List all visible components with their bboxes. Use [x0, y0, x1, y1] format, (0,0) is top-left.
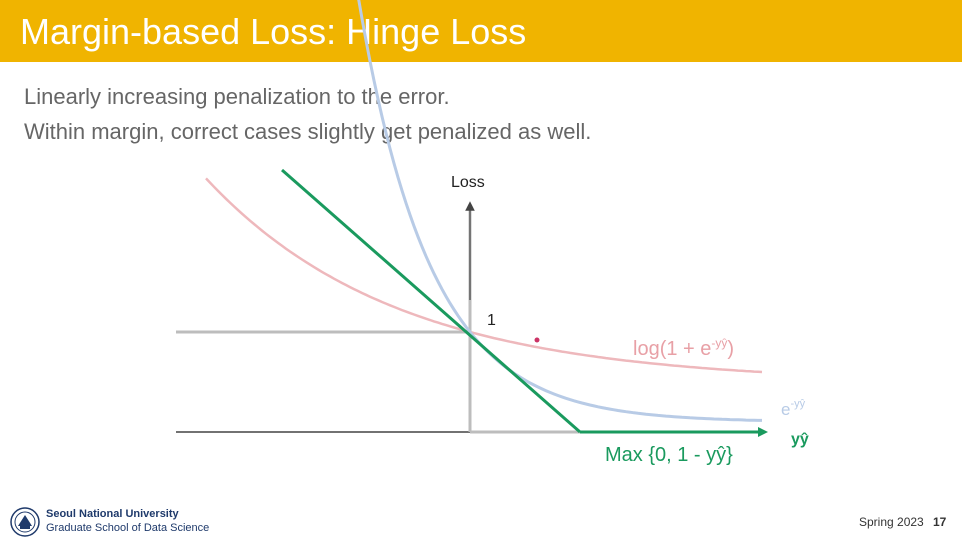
logistic-label-close: ) [727, 338, 734, 360]
school-name: Graduate School of Data Science [46, 522, 210, 534]
bullet-margin-penalty: Within margin, correct cases slightly ge… [24, 119, 592, 144]
y-axis-label: Loss [451, 174, 485, 191]
exponential-label-main: e [781, 400, 790, 419]
hinge-loss-linear-segment [281, 168, 581, 434]
logistic-label-main: log(1 + e [633, 338, 711, 360]
page-number: 17 [933, 515, 947, 529]
exponential-loss-curve [357, 0, 762, 422]
x-axis-arrowhead [758, 427, 768, 437]
exponential-loss-label: e-yŷ [781, 398, 806, 419]
logistic-label-superscript: -yŷ [711, 336, 727, 350]
university-emblem-icon [10, 507, 40, 537]
hinge-loss-label: Max {0, 1 - yŷ} [605, 444, 733, 466]
title-bar [0, 0, 962, 62]
term-label: Spring 2023 [859, 515, 924, 529]
slide-title: Margin-based Loss: Hinge Loss [20, 11, 527, 52]
exponential-label-superscript: -yŷ [790, 398, 805, 410]
university-name: Seoul National University [46, 508, 179, 520]
x-axis-label: yŷ [791, 431, 809, 448]
tick-label-one: 1 [487, 312, 496, 329]
logistic-loss-curve [205, 177, 763, 374]
logistic-loss-label: log(1 + e-yŷ) [633, 336, 734, 360]
accent-dot [534, 337, 540, 343]
